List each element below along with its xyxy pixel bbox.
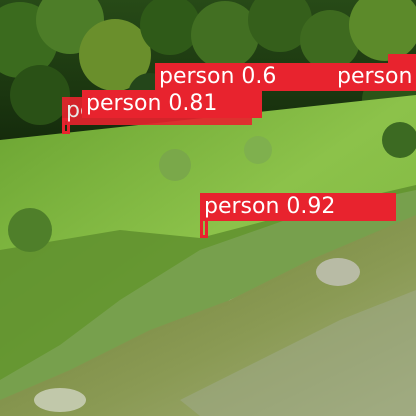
river-shallows	[180, 290, 416, 416]
foam-patch	[34, 388, 86, 412]
detection-label: person 0.81	[82, 90, 262, 118]
detection-box	[200, 218, 208, 238]
shrub-cluster	[8, 122, 416, 252]
detection-label: person 0.92	[200, 193, 396, 221]
detection-box	[388, 54, 416, 66]
detection-label: person	[333, 63, 416, 91]
rock-in-water	[316, 258, 360, 286]
detection-label: person 0.6	[155, 63, 335, 91]
tree-canopy	[0, 0, 416, 128]
